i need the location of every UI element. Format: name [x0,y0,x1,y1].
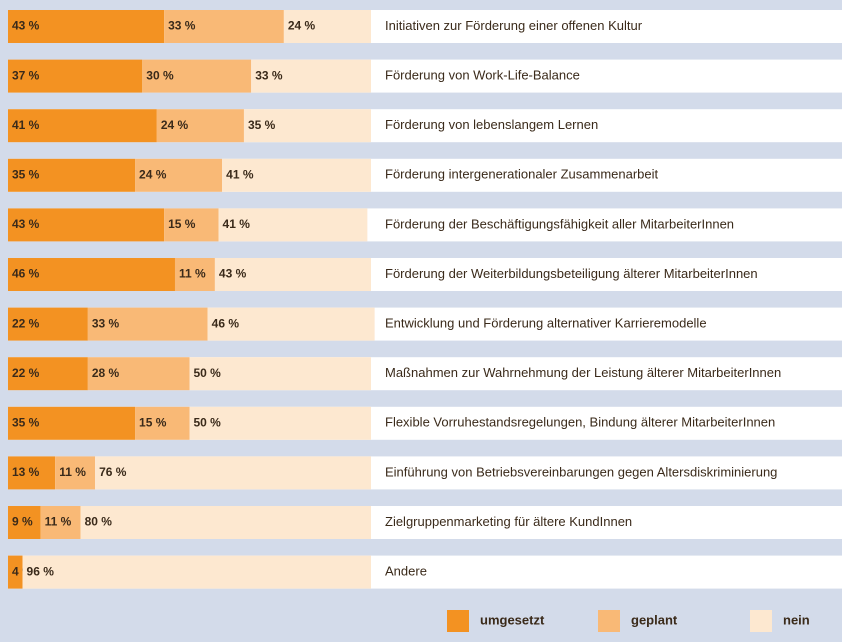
value-label: 22 % [12,366,40,380]
value-label: 41 % [223,217,251,231]
value-label: 15 % [139,415,167,429]
category-label: Maßnahmen zur Wahrnehmung der Leistung ä… [385,365,781,380]
bar-segment [164,10,284,43]
value-label: 24 % [161,118,189,132]
bar-segment [55,456,96,490]
bar-segment [174,258,215,291]
bar-segment [222,158,371,192]
legend-swatch [750,610,772,632]
bar-segment [8,357,88,391]
value-label: 11 % [45,515,72,529]
bar-segment [8,307,88,341]
bar-segment [189,406,371,440]
value-label: 35 % [12,415,40,429]
category-label: Zielgruppenmarketing für ältere KundInne… [385,514,632,529]
category-label: Förderung der Weiterbildungsbeteiligung … [385,266,758,281]
bar-segment [8,406,136,440]
bar-segment [8,555,23,589]
bar-segment [251,59,371,93]
value-label: 37 % [12,68,40,82]
bar-segment [142,59,252,93]
value-label: 43 % [12,217,40,231]
bar-segment [8,506,41,539]
value-label: 13 % [12,465,40,479]
value-label: 76 % [99,465,127,479]
bar-segment [189,357,371,391]
value-label: 41 % [226,167,254,181]
bar-segment [8,59,143,93]
bar-segment [8,109,157,143]
category-label: Entwicklung und Förderung alternativer K… [385,316,707,331]
value-label: 15 % [168,217,196,231]
value-label: 33 % [255,68,283,82]
value-label: 9 % [12,515,33,529]
bar-segment [8,208,165,242]
legend-swatch [598,610,620,632]
value-label: 80 % [85,515,113,529]
category-label: Förderung von lebenslangem Lernen [385,117,598,132]
bar-segment [87,357,190,391]
category-label: Förderung der Beschäftigungsfähigkeit al… [385,216,734,231]
bar-segment [87,307,208,341]
category-label: Förderung intergenerationaler Zusammenar… [385,167,659,182]
bar-segment [8,158,136,192]
legend-label: nein [783,612,810,627]
value-label: 96 % [27,564,55,578]
value-label: 11 % [59,465,86,479]
bar-segment [8,456,56,490]
value-label: 22 % [12,316,40,330]
bar-segment [8,258,175,291]
bar-segment [80,506,371,539]
bar-segment [40,506,81,539]
category-label: Förderung von Work-Life-Balance [385,68,580,83]
value-label: 35 % [248,118,276,132]
value-label: 28 % [92,366,120,380]
bar-segment [214,258,371,291]
value-label: 41 % [12,118,40,132]
legend-label: umgesetzt [480,612,545,627]
category-label: Andere [385,564,427,579]
legend-swatch [447,610,469,632]
legend-label: geplant [631,612,678,627]
category-label: Initiativen zur Förderung einer offenen … [385,18,643,33]
value-label: 50 % [194,366,222,380]
value-label: 33 % [168,19,196,33]
value-label: 33 % [92,316,120,330]
category-label: Einführung von Betriebsvereinbarungen ge… [385,464,777,479]
value-label: 50 % [194,415,222,429]
bar-segment [8,10,165,43]
value-label: 24 % [288,19,316,33]
bar-segment [283,10,371,43]
value-label: 46 % [212,316,240,330]
value-label: 24 % [139,167,167,181]
bar-segment [243,109,371,143]
bar-segment [135,158,223,192]
value-label: 35 % [12,167,40,181]
category-label: Flexible Vorruhestandsregelungen, Bindun… [385,415,775,430]
value-label: 11 % [179,267,206,281]
value-label: 46 % [12,267,40,281]
bar-segment [164,208,219,242]
bar-segment [218,208,368,242]
bar-segment [95,456,372,490]
value-label: 43 % [219,267,247,281]
value-label: 43 % [12,19,40,33]
bar-segment [22,555,372,589]
bar-segment [207,307,375,341]
bar-segment [135,406,190,440]
value-label: 30 % [146,68,174,82]
bar-segment [156,109,244,143]
